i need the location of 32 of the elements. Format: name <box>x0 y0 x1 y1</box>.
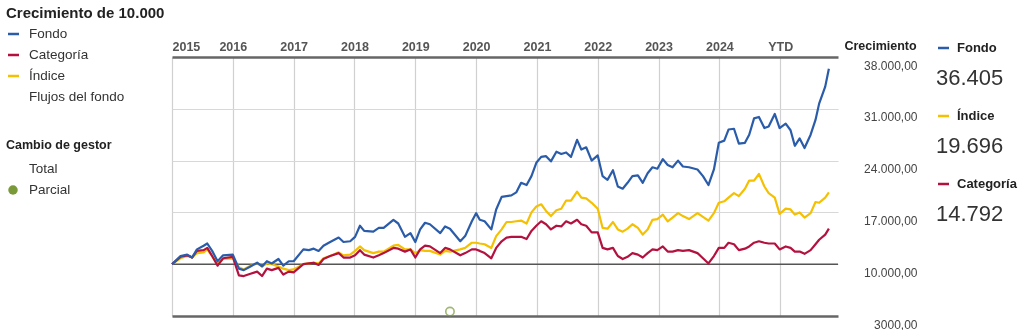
chart-title: Crecimiento de 10.000 <box>6 4 165 21</box>
y-tick-label: 17.000,00 <box>864 213 918 228</box>
legend-label: Categoría <box>957 176 1018 191</box>
y-tick-label: 24.000,00 <box>864 162 918 177</box>
text: Índice <box>29 68 66 83</box>
legend-label: Parcial <box>29 182 71 197</box>
x-tick-label: 2016 <box>219 39 248 54</box>
x-tick-label: 2020 <box>462 39 491 54</box>
x-tick-label: 2022 <box>584 39 613 54</box>
y-tick-label: 38.000,00 <box>864 58 918 73</box>
x-tick-label: 2024 <box>705 39 734 54</box>
y-tick-label: 31.000,00 <box>864 110 918 125</box>
text: Flujos del fondo <box>29 89 125 104</box>
text: 36.405 <box>936 65 1004 90</box>
y-tick-label: 10.000,00 <box>864 265 918 280</box>
x-tick-label: 2015 <box>172 39 201 54</box>
text: 19.696 <box>936 133 1004 158</box>
legend-label: Índice <box>957 108 995 123</box>
x-tick-label: 2017 <box>280 39 309 54</box>
text: Total <box>29 161 58 176</box>
x-tick-label: YTD <box>768 39 794 54</box>
text: Categoría <box>29 47 89 62</box>
x-tick-label: 2019 <box>401 39 430 54</box>
text: Fondo <box>957 40 997 55</box>
y-axis-title: Crecimiento <box>844 38 917 53</box>
x-tick-label: 2021 <box>523 39 552 54</box>
x-tick-label: 2018 <box>341 39 369 54</box>
text: Cambio de gestor <box>6 138 112 152</box>
legend-label: Fondo <box>29 26 68 41</box>
x-tick-label: 2023 <box>645 39 674 54</box>
text: 14.792 <box>936 201 1004 226</box>
y-tick-label: 3000,00 <box>874 317 918 330</box>
